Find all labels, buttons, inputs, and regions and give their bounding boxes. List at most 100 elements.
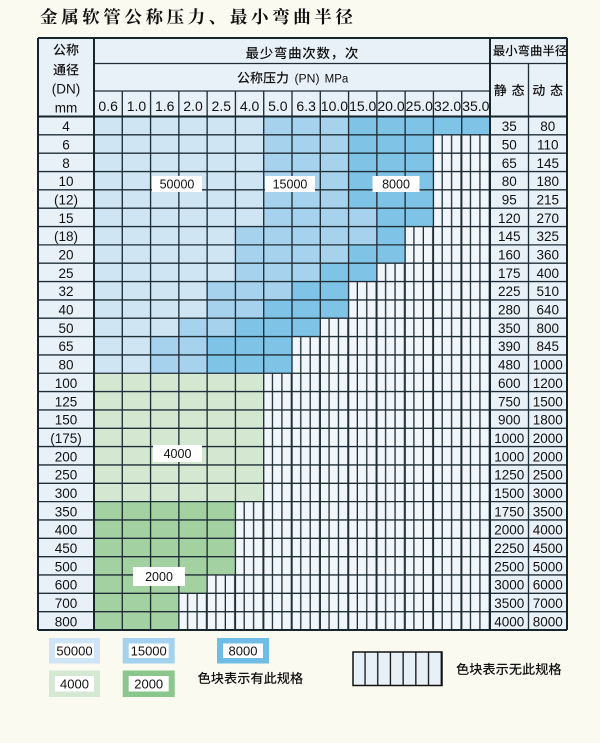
- svg-text:(175): (175): [50, 431, 82, 446]
- svg-text:40: 40: [58, 303, 73, 318]
- svg-text:50000: 50000: [160, 178, 195, 192]
- svg-text:450: 450: [55, 541, 78, 556]
- svg-text:15: 15: [58, 211, 73, 226]
- svg-text:6.3: 6.3: [296, 98, 316, 114]
- svg-text:5000: 5000: [533, 559, 563, 574]
- svg-text:280: 280: [498, 303, 521, 318]
- svg-text:250: 250: [55, 468, 78, 483]
- svg-text:3000: 3000: [533, 486, 563, 501]
- svg-text:7000: 7000: [533, 596, 563, 611]
- svg-text:20.0: 20.0: [377, 98, 404, 114]
- svg-text:MPa: MPa: [325, 74, 349, 86]
- svg-text:2000: 2000: [145, 570, 173, 584]
- svg-text:2250: 2250: [494, 541, 524, 556]
- svg-text:600: 600: [55, 578, 78, 593]
- svg-text:2500: 2500: [533, 468, 563, 483]
- svg-text:32.0: 32.0: [434, 98, 461, 114]
- svg-text:400: 400: [536, 266, 559, 281]
- svg-text:215: 215: [536, 193, 559, 208]
- svg-text:8000: 8000: [533, 614, 563, 629]
- svg-text:270: 270: [536, 211, 559, 226]
- svg-text:1800: 1800: [533, 413, 563, 428]
- svg-text:350: 350: [55, 504, 78, 519]
- svg-text:15.0: 15.0: [349, 98, 376, 114]
- svg-text:15000: 15000: [273, 178, 308, 192]
- svg-text:32: 32: [58, 284, 73, 299]
- svg-text:(18): (18): [54, 229, 78, 244]
- svg-text:2000: 2000: [533, 449, 563, 464]
- svg-text:1250: 1250: [494, 468, 524, 483]
- svg-text:95: 95: [502, 193, 517, 208]
- svg-text:2.0: 2.0: [183, 98, 203, 114]
- svg-text:1.0: 1.0: [127, 98, 147, 114]
- svg-text:2.5: 2.5: [212, 98, 232, 114]
- svg-text:160: 160: [498, 248, 521, 263]
- svg-text:80: 80: [540, 119, 555, 134]
- svg-text:25.0: 25.0: [406, 98, 433, 114]
- svg-text:4500: 4500: [533, 541, 563, 556]
- svg-text:120: 120: [498, 211, 521, 226]
- svg-text:4000: 4000: [533, 523, 563, 538]
- svg-text:35: 35: [502, 119, 517, 134]
- svg-text:3000: 3000: [494, 578, 524, 593]
- svg-text:845: 845: [536, 339, 559, 354]
- svg-text:80: 80: [58, 358, 73, 373]
- svg-text:2500: 2500: [494, 559, 524, 574]
- svg-text:8: 8: [62, 156, 70, 171]
- svg-text:640: 640: [536, 303, 559, 318]
- svg-text:5.0: 5.0: [268, 98, 288, 114]
- svg-text:(12): (12): [54, 193, 78, 208]
- svg-text:1.6: 1.6: [155, 98, 175, 114]
- svg-text:150: 150: [55, 413, 78, 428]
- svg-text:10: 10: [58, 174, 73, 189]
- svg-text:800: 800: [55, 614, 78, 629]
- svg-text:125: 125: [55, 394, 78, 409]
- svg-text:4000: 4000: [494, 614, 524, 629]
- svg-text:4: 4: [62, 119, 70, 134]
- svg-text:6000: 6000: [533, 578, 563, 593]
- svg-text:20: 20: [58, 248, 73, 263]
- svg-text:2000: 2000: [533, 431, 563, 446]
- svg-text:8000: 8000: [229, 643, 258, 658]
- svg-text:175: 175: [498, 266, 521, 281]
- svg-text:510: 510: [536, 284, 559, 299]
- svg-text:50: 50: [58, 321, 73, 336]
- svg-text:800: 800: [536, 321, 559, 336]
- svg-text:25: 25: [58, 266, 73, 281]
- svg-text:480: 480: [498, 358, 521, 373]
- svg-text:180: 180: [536, 174, 559, 189]
- svg-text:15000: 15000: [131, 643, 167, 658]
- svg-text:360: 360: [536, 248, 559, 263]
- svg-text:1200: 1200: [533, 376, 563, 391]
- svg-text:700: 700: [55, 596, 78, 611]
- svg-text:325: 325: [536, 229, 559, 244]
- svg-text:145: 145: [536, 156, 559, 171]
- svg-text:3500: 3500: [494, 596, 524, 611]
- svg-text:4000: 4000: [164, 447, 192, 461]
- svg-text:mm: mm: [55, 101, 78, 116]
- svg-text:390: 390: [498, 339, 521, 354]
- svg-text:200: 200: [55, 449, 78, 464]
- svg-text:1500: 1500: [494, 486, 524, 501]
- svg-text:2000: 2000: [134, 676, 163, 691]
- svg-text:(DN): (DN): [52, 82, 81, 97]
- svg-text:400: 400: [55, 523, 78, 538]
- svg-text:1000: 1000: [494, 431, 524, 446]
- svg-text:80: 80: [502, 174, 517, 189]
- svg-text:50: 50: [502, 138, 517, 153]
- svg-text:110: 110: [537, 138, 559, 153]
- svg-text:2000: 2000: [494, 523, 524, 538]
- svg-text:500: 500: [55, 559, 78, 574]
- svg-text:300: 300: [55, 486, 78, 501]
- svg-text:1750: 1750: [494, 504, 524, 519]
- svg-text:225: 225: [498, 284, 521, 299]
- svg-text:35.0: 35.0: [462, 98, 489, 114]
- svg-text:4.0: 4.0: [240, 98, 260, 114]
- svg-text:10.0: 10.0: [321, 98, 348, 114]
- svg-text:50000: 50000: [56, 643, 92, 658]
- svg-text:100: 100: [55, 376, 78, 391]
- svg-text:6: 6: [62, 138, 70, 153]
- svg-text:750: 750: [498, 394, 521, 409]
- svg-text:(PN): (PN): [294, 72, 319, 86]
- svg-text:0.6: 0.6: [98, 98, 118, 114]
